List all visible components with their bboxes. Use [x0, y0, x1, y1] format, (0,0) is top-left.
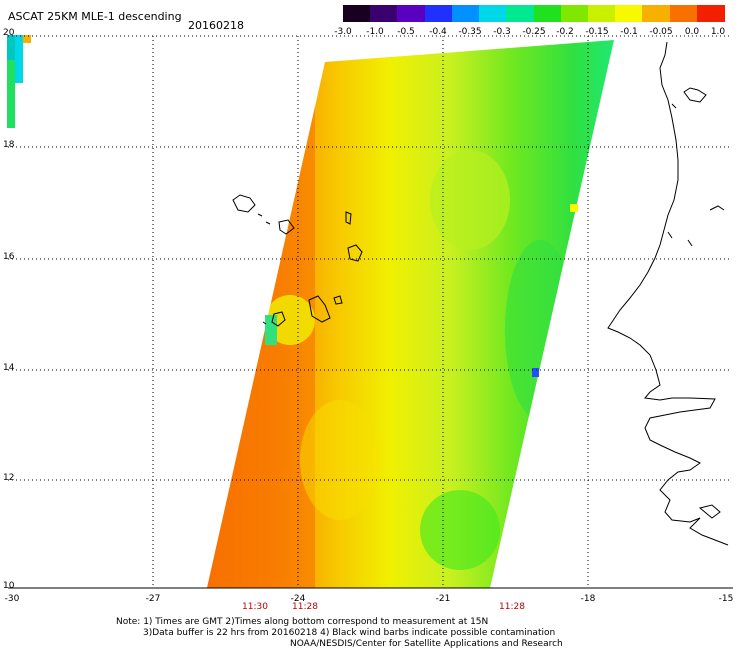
time-label: 11:28 [292, 602, 318, 612]
lon-label: -18 [580, 594, 596, 604]
time-label: 11:28 [499, 602, 525, 612]
colorbar-label: -0.4 [429, 27, 447, 37]
colorbar-swatch [696, 5, 725, 22]
colorbar-swatch [424, 5, 453, 22]
lon-label: -24 [290, 594, 306, 604]
lon-label: -30 [4, 594, 20, 604]
lat-label: 10 [3, 581, 15, 591]
lat-label: 14 [3, 363, 15, 373]
scatterometer-swath [207, 40, 614, 588]
colorbar-label: -0.2 [556, 27, 574, 37]
colorbar-label: 0.0 [684, 27, 700, 37]
colorbar-label: -0.15 [585, 27, 609, 37]
colorbar-swatch [560, 5, 589, 22]
lat-label: 20 [3, 28, 15, 38]
cape-verde-islands [232, 194, 363, 327]
colorbar-swatch [343, 5, 371, 22]
colorbar-label: 1.0 [710, 27, 726, 37]
colorbar-swatch [479, 5, 508, 22]
colorbar-label: -0.05 [649, 27, 673, 37]
lon-label: -15 [718, 594, 734, 604]
colorbar-label: -0.5 [397, 27, 415, 37]
time-label: 11:30 [242, 602, 268, 612]
colorbar-label: -0.3 [493, 27, 511, 37]
colorbar-swatch [506, 5, 535, 22]
product-date: 20160218 [188, 19, 244, 32]
colorbar-swatch [397, 5, 426, 22]
lon-label: -21 [435, 594, 451, 604]
colorbar-swatches [343, 5, 725, 22]
colorbar-swatch [642, 5, 671, 22]
colorbar-label: -0.35 [458, 27, 482, 37]
swath-patch [532, 368, 539, 377]
colorbar-label: -3.0 [334, 27, 352, 37]
colorbar-label: -0.1 [620, 27, 638, 37]
partial-swath [7, 35, 31, 128]
graticule [8, 35, 732, 588]
colorbar-swatch [587, 5, 616, 22]
colorbar-label: -1.0 [366, 27, 384, 37]
lat-label: 16 [3, 252, 15, 262]
colorbar-swatch [451, 5, 480, 22]
product-title: ASCAT 25KM MLE-1 descending [8, 10, 182, 23]
lat-label: 12 [3, 473, 15, 483]
lon-label: -27 [145, 594, 161, 604]
swath-patch [265, 315, 277, 345]
colorbar-swatch [615, 5, 644, 22]
colorbar-swatch [533, 5, 562, 22]
note-line-3: NOAA/NESDIS/Center for Satellite Applica… [290, 639, 563, 649]
colorbar-label: -0.25 [522, 27, 546, 37]
lat-label: 18 [3, 140, 15, 150]
colorbar-swatch [370, 5, 399, 22]
note-line-2: 3)Data buffer is 22 hrs from 20160218 4)… [143, 628, 556, 638]
note-line-1: Note: 1) Times are GMT 2)Times along bot… [116, 617, 489, 627]
african-coastline [607, 41, 729, 546]
colorbar-swatch [669, 5, 698, 22]
swath-patch [570, 204, 578, 212]
